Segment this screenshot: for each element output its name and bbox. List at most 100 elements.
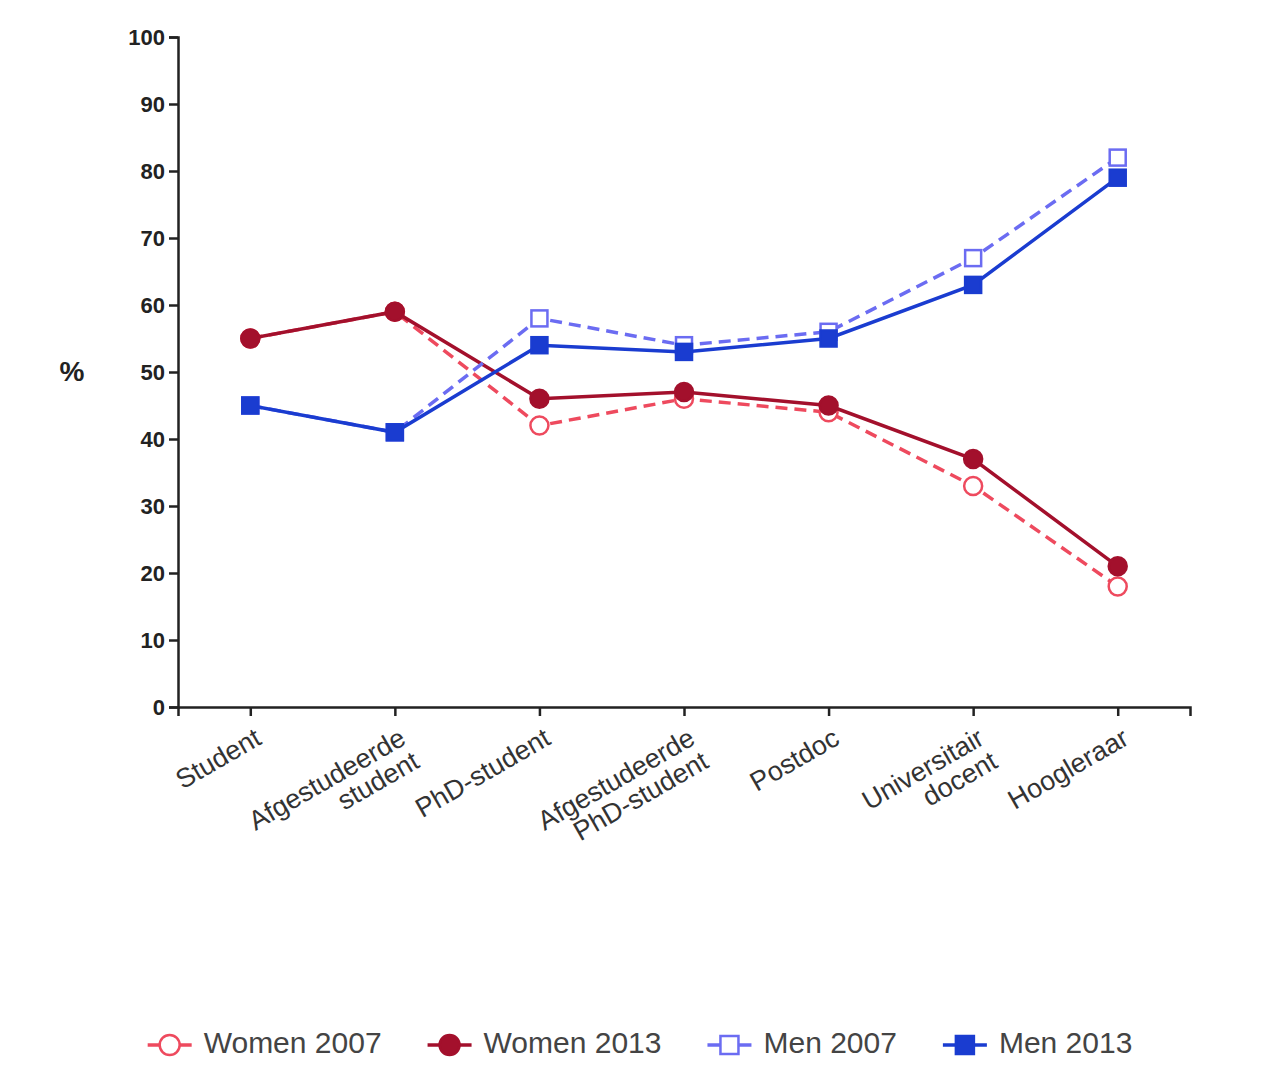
chart: 0102030405060708090100%StudentAfgestudee… xyxy=(0,0,1280,1083)
tick-label: 40 xyxy=(141,427,165,452)
tick: 30 xyxy=(141,494,178,519)
legend-label: Men 2007 xyxy=(763,1026,896,1059)
tick-label: Hoogleraar xyxy=(1003,722,1134,815)
tick-label: 100 xyxy=(128,25,165,50)
tick xyxy=(829,707,830,716)
marker xyxy=(1109,577,1127,595)
tick-label: 50 xyxy=(141,360,165,385)
marker xyxy=(242,398,258,414)
legend-label: Women 2007 xyxy=(204,1026,382,1059)
tick-label: 80 xyxy=(141,159,165,184)
marker xyxy=(964,450,982,468)
tick-label: Afgestudeerdestudent xyxy=(243,722,424,859)
tick: 50 xyxy=(141,360,178,385)
tick-label: PhD-student xyxy=(410,722,555,823)
tick-label: Universitairdocent xyxy=(857,722,1003,839)
tick-mark xyxy=(169,505,178,508)
marker xyxy=(531,337,547,353)
tick-mark xyxy=(169,36,178,39)
line xyxy=(250,312,1117,587)
tick-label: 0 xyxy=(153,695,165,720)
tick-label: 90 xyxy=(141,92,165,117)
marker xyxy=(387,424,403,440)
axis-line xyxy=(179,708,1191,717)
tick: 80 xyxy=(141,159,178,184)
marker xyxy=(676,344,692,360)
tick-mark xyxy=(394,707,397,716)
legend-item: Women 2013 xyxy=(428,1026,662,1059)
marker xyxy=(241,330,259,348)
tick xyxy=(395,707,396,716)
tick-mark xyxy=(972,707,975,716)
tick xyxy=(539,707,540,716)
plot-area xyxy=(241,150,1126,596)
marker xyxy=(387,424,403,440)
tick-mark xyxy=(828,707,831,716)
tick-mark xyxy=(169,371,178,374)
marker xyxy=(386,303,404,321)
tick: 40 xyxy=(141,427,178,452)
legend-label: Men 2013 xyxy=(999,1026,1132,1059)
marker xyxy=(1109,557,1127,575)
tick: 70 xyxy=(141,226,178,251)
tick-mark xyxy=(169,170,178,173)
tick-mark xyxy=(169,639,178,642)
tick-label: Student xyxy=(170,722,266,795)
marker xyxy=(1110,170,1126,186)
series xyxy=(242,150,1125,441)
legend: Women 2007 Women 2013 Men 2007 Men 2013 xyxy=(148,1026,1133,1059)
legend-marker xyxy=(720,1036,738,1054)
line xyxy=(250,312,1117,567)
tick-label: 10 xyxy=(141,628,165,653)
tick-mark xyxy=(539,707,542,716)
line xyxy=(250,158,1117,433)
tick: 90 xyxy=(141,92,178,117)
tick-mark xyxy=(1117,707,1120,716)
tick-mark xyxy=(169,304,178,307)
marker xyxy=(964,477,982,495)
tick-mark xyxy=(250,707,253,716)
legend-item: Men 2013 xyxy=(943,1026,1132,1059)
legend-label: Women 2013 xyxy=(484,1026,662,1059)
tick: 10 xyxy=(141,628,178,653)
tick-label: 60 xyxy=(141,293,165,318)
tick xyxy=(684,707,685,716)
tick: 0 xyxy=(153,695,178,720)
series xyxy=(242,170,1125,441)
marker xyxy=(965,250,981,266)
tick-mark xyxy=(169,706,178,709)
tick xyxy=(1118,707,1119,716)
tick-label: Postdoc xyxy=(745,722,844,797)
marker xyxy=(1110,150,1126,166)
marker xyxy=(242,398,258,414)
tick-label: AfgestudeerdePhD-student xyxy=(533,722,714,859)
tick-label: 70 xyxy=(141,226,165,251)
tick-label: 30 xyxy=(141,494,165,519)
x-tick-labels: StudentAfgestudeerdestudentPhD-studentAf… xyxy=(170,722,1133,859)
marker xyxy=(241,330,259,348)
tick-mark xyxy=(169,572,178,575)
x-axis xyxy=(179,707,1191,716)
tick: 100 xyxy=(128,25,178,50)
legend-marker xyxy=(160,1035,180,1055)
tick: 20 xyxy=(141,561,178,586)
tick-label: 20 xyxy=(141,561,165,586)
tick xyxy=(973,707,974,716)
legend-item: Men 2007 xyxy=(707,1026,896,1059)
axis-title: % xyxy=(60,356,85,387)
marker xyxy=(820,397,838,415)
legend-item: Women 2007 xyxy=(148,1026,382,1059)
axis-line xyxy=(169,38,179,708)
marker xyxy=(675,383,693,401)
series xyxy=(241,303,1126,596)
tick xyxy=(250,707,251,716)
marker xyxy=(965,277,981,293)
marker xyxy=(821,331,837,347)
series xyxy=(241,303,1126,576)
marker xyxy=(386,303,404,321)
line xyxy=(250,178,1117,433)
tick-mark xyxy=(683,707,686,716)
marker xyxy=(531,310,547,326)
marker xyxy=(530,417,548,435)
tick-mark xyxy=(169,438,178,441)
